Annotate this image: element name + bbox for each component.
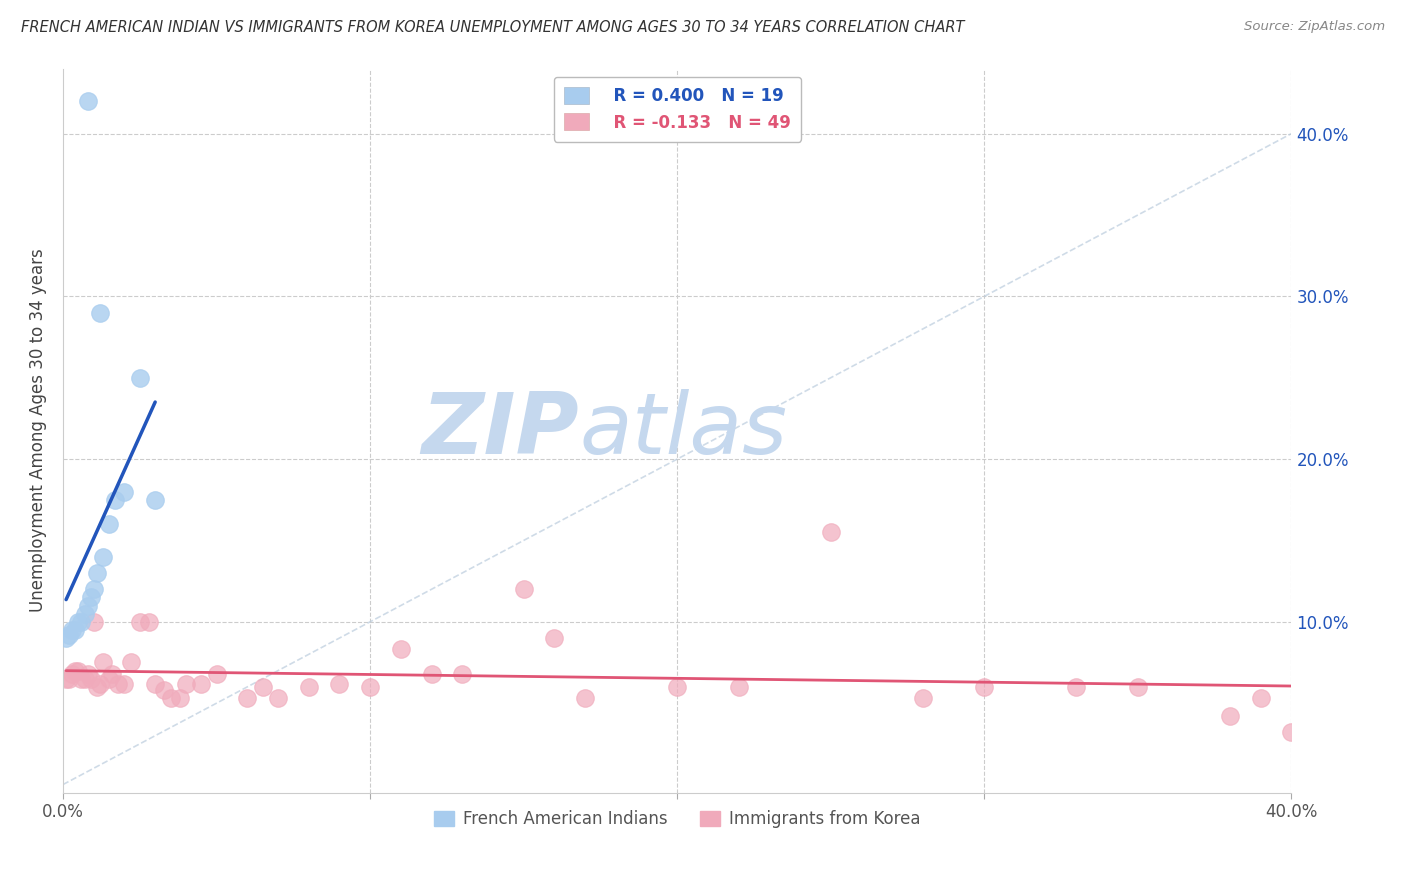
Point [67, 615, 90, 629]
Point [169, 691, 191, 706]
Text: ZIP: ZIP [422, 389, 579, 472]
Point [86, 566, 108, 580]
Point [512, 582, 534, 597]
Point [120, 656, 142, 670]
Point [70, 615, 93, 629]
Text: atlas: atlas [579, 389, 787, 472]
Point [359, 680, 381, 694]
Point [973, 680, 995, 694]
Point [65, 664, 87, 678]
Point [101, 666, 124, 681]
Point [86, 680, 108, 694]
Point [79, 591, 101, 605]
Point [55, 631, 77, 645]
Point [98, 517, 121, 532]
Point [83, 582, 105, 597]
Point [73, 607, 96, 621]
Point [153, 683, 176, 698]
Point [389, 642, 412, 657]
Point [79, 672, 101, 686]
Point [1250, 691, 1272, 706]
Point [820, 525, 842, 540]
Point [143, 492, 166, 507]
Point [98, 672, 121, 686]
Point [666, 680, 689, 694]
Point [67, 664, 90, 678]
Point [104, 492, 127, 507]
Text: FRENCH AMERICAN INDIAN VS IMMIGRANTS FROM KOREA UNEMPLOYMENT AMONG AGES 30 TO 34: FRENCH AMERICAN INDIAN VS IMMIGRANTS FRO… [21, 20, 965, 35]
Legend: French American Indians, Immigrants from Korea: French American Indians, Immigrants from… [427, 804, 927, 835]
Point [73, 672, 96, 686]
Point [107, 676, 129, 690]
Point [91, 656, 114, 670]
Point [89, 305, 111, 319]
Point [328, 676, 350, 690]
Point [174, 676, 197, 690]
Point [574, 691, 596, 706]
Point [420, 666, 443, 681]
Point [60, 666, 83, 681]
Point [128, 615, 150, 629]
Point [76, 94, 98, 108]
Point [89, 676, 111, 690]
Point [65, 623, 87, 637]
Text: Source: ZipAtlas.com: Source: ZipAtlas.com [1244, 20, 1385, 33]
Point [114, 484, 136, 499]
Point [1219, 709, 1241, 723]
Point [58, 672, 80, 686]
Point [1126, 680, 1149, 694]
Point [451, 666, 474, 681]
Point [114, 676, 136, 690]
Point [58, 628, 80, 642]
Point [143, 676, 166, 690]
Point [76, 599, 98, 613]
Y-axis label: Unemployment Among Ages 30 to 34 years: Unemployment Among Ages 30 to 34 years [30, 249, 46, 613]
Point [267, 691, 290, 706]
Point [70, 672, 93, 686]
Point [76, 666, 98, 681]
Point [298, 680, 321, 694]
Point [138, 615, 160, 629]
Point [55, 672, 77, 686]
Point [727, 680, 749, 694]
Point [911, 691, 934, 706]
Point [205, 666, 228, 681]
Point [1066, 680, 1088, 694]
Point [252, 680, 274, 694]
Point [190, 676, 212, 690]
Point [60, 623, 83, 637]
Point [83, 615, 105, 629]
Point [91, 549, 114, 564]
Point [1281, 725, 1303, 739]
Point [159, 691, 181, 706]
Point [543, 631, 565, 645]
Point [236, 691, 259, 706]
Point [128, 370, 150, 384]
